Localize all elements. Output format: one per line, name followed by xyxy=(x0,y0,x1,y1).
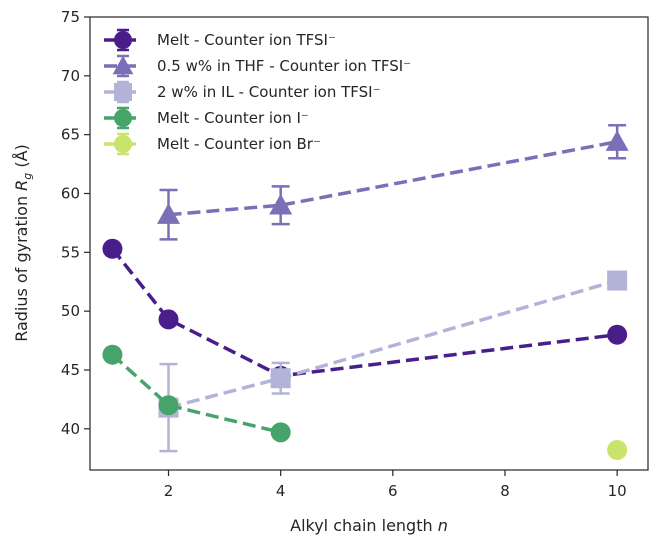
x-tick-label-4: 10 xyxy=(608,482,627,500)
series-4 xyxy=(607,439,628,460)
y-tick-label-4: 60 xyxy=(61,184,80,202)
series-3-point-1 xyxy=(158,395,179,416)
series-0-point-1 xyxy=(158,309,179,330)
y-tick-label-6: 70 xyxy=(61,67,80,85)
series-0-line xyxy=(111,247,618,378)
legend-marker-3 xyxy=(114,109,132,127)
series-2-point-2 xyxy=(607,270,628,291)
x-tick-label-3: 8 xyxy=(500,482,510,500)
axes: 2 4 6 8 10 40 45 50 55 60 65 70 75 xyxy=(61,8,649,500)
legend-marker-1 xyxy=(112,55,134,75)
legend-label-3: Melt - Counter ion I⁻ xyxy=(157,109,309,127)
series-0-point-3 xyxy=(607,324,628,345)
y-tick-label-3: 55 xyxy=(61,243,80,261)
legend-entry-1: 0.5 w% in THF - Counter ion TFSI⁻ xyxy=(104,54,411,78)
series-4-point-0 xyxy=(607,439,628,460)
y-tick-label-5: 65 xyxy=(61,126,80,144)
legend-label-1: 0.5 w% in THF - Counter ion TFSI⁻ xyxy=(157,57,411,75)
axes-frame xyxy=(89,16,649,471)
legend-marker-2 xyxy=(114,83,132,101)
legend-label-2: 2 w% in IL - Counter ion TFSI⁻ xyxy=(157,83,381,101)
series-0 xyxy=(102,238,628,386)
x-axis-label: Alkyl chain length n xyxy=(290,516,448,535)
y-tick-label-2: 50 xyxy=(61,302,80,320)
y-tick-label-7: 75 xyxy=(61,8,80,26)
y-tick-label-0: 40 xyxy=(61,420,80,438)
y-tick-label-1: 45 xyxy=(61,361,80,379)
series-1-point-0 xyxy=(157,203,181,224)
legend-marker-0 xyxy=(114,31,132,49)
plot-area xyxy=(102,123,629,460)
series-3-point-0 xyxy=(102,344,123,365)
legend-entry-3: Melt - Counter ion I⁻ xyxy=(104,106,309,130)
x-tick-label-0: 2 xyxy=(164,482,174,500)
legend-marker-4 xyxy=(114,135,132,153)
series-0-point-0 xyxy=(102,238,123,259)
legend: Melt - Counter ion TFSI⁻ 0.5 w% in THF - … xyxy=(104,28,411,156)
y-axis-label: Radius of gyration Rg (Å) xyxy=(12,144,34,342)
series-2-point-1 xyxy=(270,368,291,389)
series-1-point-1 xyxy=(269,193,293,215)
series-1-point-2 xyxy=(605,130,629,151)
legend-label-4: Melt - Counter ion Br⁻ xyxy=(157,135,321,153)
series-3 xyxy=(102,344,291,443)
series-3-point-2 xyxy=(270,422,291,443)
legend-label-0: Melt - Counter ion TFSI⁻ xyxy=(157,31,336,49)
legend-entry-2: 2 w% in IL - Counter ion TFSI⁻ xyxy=(104,80,381,104)
series-1 xyxy=(157,123,629,241)
series-3-line xyxy=(111,353,282,435)
x-tick-label-2: 6 xyxy=(388,482,398,500)
legend-entry-0: Melt - Counter ion TFSI⁻ xyxy=(104,28,336,52)
legend-entry-4: Melt - Counter ion Br⁻ xyxy=(104,132,321,156)
x-tick-label-1: 4 xyxy=(276,482,286,500)
